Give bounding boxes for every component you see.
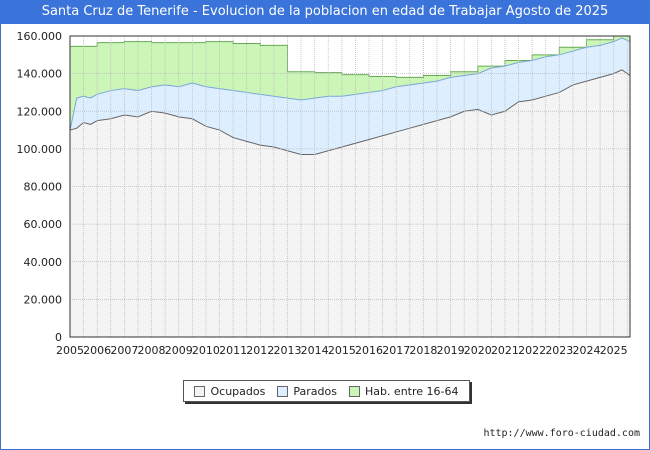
x-tick-label: 2007 (110, 344, 138, 357)
x-tick-label: 2011 (219, 344, 247, 357)
y-tick-label: 160.000 (17, 30, 63, 43)
x-tick-label: 2009 (165, 344, 193, 357)
legend-swatch-hab (348, 385, 360, 397)
footer-url[interactable]: http://www.foro-ciudad.com (483, 428, 640, 439)
y-tick-label: 40.000 (24, 256, 63, 269)
plot-border (69, 35, 631, 338)
legend-item-hab: Hab. entre 16-64 (348, 384, 459, 398)
legend-item-parados: Parados (277, 385, 337, 398)
y-tick-label: 100.000 (17, 143, 63, 156)
x-tick-label: 2021 (491, 344, 519, 357)
y-tick-label: 120.000 (17, 105, 63, 118)
legend-label-ocupados: Ocupados (210, 384, 266, 398)
legend-swatch-parados (277, 385, 289, 397)
legend-label-parados: Parados (293, 384, 337, 398)
chart-title: Santa Cruz de Tenerife - Evolucion de la… (0, 0, 650, 24)
x-tick-label: 2017 (382, 344, 410, 357)
y-tick-label: 80.000 (24, 181, 63, 194)
legend-label-hab: Hab. entre 16-64 (364, 384, 459, 398)
x-tick-label: 2005 (56, 344, 84, 357)
y-tick-label: 140.000 (17, 68, 63, 81)
legend-swatch-ocupados (194, 385, 206, 397)
x-tick-label: 2014 (301, 344, 329, 357)
x-tick-label: 2008 (138, 344, 166, 357)
x-tick-label: 2023 (545, 344, 573, 357)
y-tick-label: 20.000 (24, 293, 63, 306)
area-ocupados (70, 69, 630, 338)
x-tick-label: 2022 (518, 344, 546, 357)
x-tick-label: 2006 (83, 344, 111, 357)
x-tick-label: 2025 (600, 344, 628, 357)
x-tick-label: 2020 (464, 344, 492, 357)
x-tick-label: 2019 (437, 344, 465, 357)
x-tick-label: 2015 (328, 344, 356, 357)
y-tick-label: 0 (55, 331, 62, 344)
y-tick-label: 60.000 (24, 218, 63, 231)
x-tick-label: 2016 (355, 344, 383, 357)
x-tick-label: 2010 (192, 344, 220, 357)
chart-legend: Ocupados Parados Hab. entre 16-64 (183, 380, 470, 402)
x-tick-label: 2018 (409, 344, 437, 357)
x-tick-label: 2012 (246, 344, 274, 357)
x-tick-label: 2024 (573, 344, 601, 357)
legend-item-ocupados: Ocupados (194, 385, 265, 398)
x-tick-label: 2013 (273, 344, 301, 357)
